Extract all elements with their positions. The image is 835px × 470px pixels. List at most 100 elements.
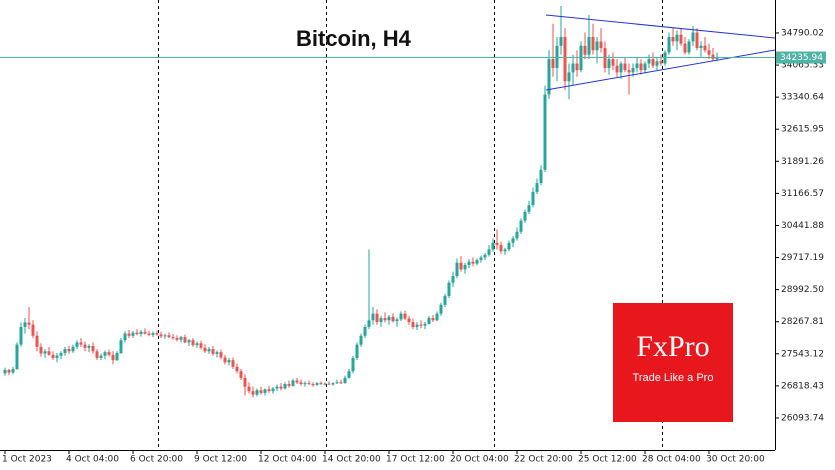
candle xyxy=(87,344,91,353)
candle xyxy=(335,379,339,385)
candle-body xyxy=(619,63,623,73)
candle xyxy=(479,255,483,263)
candle-body xyxy=(23,322,27,327)
candle-body xyxy=(227,360,231,363)
candle xyxy=(527,200,531,215)
candle-body xyxy=(167,335,171,338)
candle-body xyxy=(335,382,339,384)
candle xyxy=(587,14,591,60)
candle xyxy=(11,366,15,375)
candle-body xyxy=(87,345,91,348)
candle xyxy=(583,32,587,60)
candle xyxy=(599,28,603,53)
candle xyxy=(163,333,167,339)
candle xyxy=(383,312,387,323)
candle-body xyxy=(203,347,207,352)
candle xyxy=(303,381,307,387)
candle xyxy=(283,382,287,390)
candle-body xyxy=(511,238,515,243)
trend-line xyxy=(545,14,776,39)
candle xyxy=(147,330,151,337)
y-tick-label: 26093.74 xyxy=(781,413,824,423)
candle xyxy=(687,39,691,55)
candle xyxy=(99,353,103,361)
candle xyxy=(699,41,703,57)
x-tick-label: 12 Oct 04:00 xyxy=(258,455,317,465)
candle xyxy=(439,302,443,316)
candle-body xyxy=(103,352,107,356)
candle xyxy=(355,342,359,361)
candle-body xyxy=(611,59,615,66)
candle xyxy=(95,349,99,361)
last-price-box xyxy=(776,51,826,64)
candle-body xyxy=(251,391,255,395)
candle-body xyxy=(475,260,479,264)
candle-body xyxy=(279,386,283,389)
candle xyxy=(615,59,619,77)
candle-body xyxy=(711,54,715,60)
candle-body xyxy=(259,390,263,393)
x-tick-label: 22 Oct 20:00 xyxy=(514,455,573,465)
candle-body xyxy=(407,318,411,323)
candle xyxy=(423,322,427,330)
chart-title: Bitcoin, H4 xyxy=(296,26,412,51)
candle-body xyxy=(235,366,239,372)
candle-body xyxy=(111,354,115,361)
candle-body xyxy=(3,369,7,374)
candle-body xyxy=(27,322,31,325)
candle-body xyxy=(571,63,575,73)
logo-box xyxy=(613,303,733,422)
candle xyxy=(551,23,555,77)
logo-name: FxPro xyxy=(636,330,709,363)
candle-body xyxy=(699,45,703,49)
candle xyxy=(371,307,375,325)
candle xyxy=(407,315,411,325)
candle xyxy=(531,187,535,208)
candle xyxy=(379,315,383,327)
candle xyxy=(667,32,671,55)
candle xyxy=(471,257,475,267)
candle-body xyxy=(703,45,707,51)
candle-body xyxy=(631,67,635,73)
candle xyxy=(183,334,187,344)
candle xyxy=(619,61,623,80)
candle xyxy=(207,346,211,354)
candle-body xyxy=(91,345,95,352)
candle xyxy=(75,340,79,350)
candle xyxy=(215,350,219,358)
candle xyxy=(443,293,447,308)
candle-body xyxy=(287,384,291,386)
candle-body xyxy=(463,264,467,270)
candle-body xyxy=(295,380,299,383)
candle xyxy=(503,247,507,255)
candle xyxy=(643,61,647,74)
candle xyxy=(387,314,391,325)
candle-body xyxy=(491,242,495,250)
candle-body xyxy=(319,383,323,385)
candle xyxy=(267,385,271,393)
candle xyxy=(27,307,31,330)
candle xyxy=(611,52,615,71)
candle xyxy=(351,355,355,374)
candle-body xyxy=(151,333,155,335)
candle-body xyxy=(243,377,247,387)
candle-body xyxy=(59,353,63,356)
x-tick-label: 4 Oct 04:00 xyxy=(66,455,119,465)
candle-body xyxy=(695,32,699,49)
candle xyxy=(315,382,319,386)
candle-body xyxy=(83,344,87,348)
candle-body xyxy=(95,351,99,358)
candle-body xyxy=(519,220,523,232)
candle xyxy=(39,343,43,357)
candle-body xyxy=(667,36,671,53)
candle-body xyxy=(483,254,487,258)
candle-body xyxy=(659,61,663,64)
candle-body xyxy=(447,282,451,296)
candle xyxy=(415,322,419,331)
candle xyxy=(543,85,547,172)
period-separators xyxy=(158,0,663,450)
candle-body xyxy=(635,63,639,68)
candle-body xyxy=(451,276,455,283)
candle xyxy=(139,330,143,337)
candle-body xyxy=(291,380,295,386)
